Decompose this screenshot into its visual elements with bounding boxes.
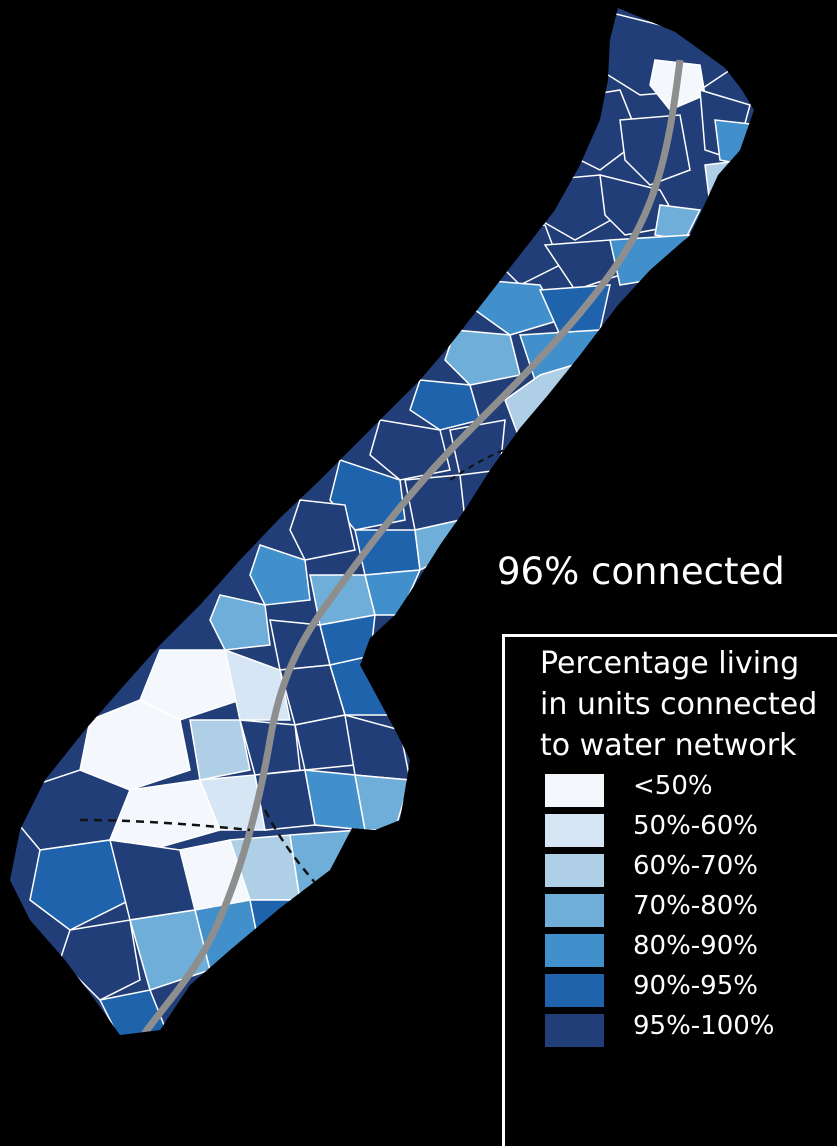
region-polygon	[409, 379, 481, 431]
boundary-dash-line	[79, 818, 251, 832]
legend-label: <50%	[633, 771, 713, 801]
legend-swatch	[545, 774, 604, 807]
legend-label: 80%-90%	[633, 931, 758, 961]
headline-stat: 96% connected	[497, 550, 785, 593]
legend-title: Percentage living in units connected to …	[540, 643, 817, 766]
region-polygon	[289, 499, 356, 561]
legend-label: 90%-95%	[633, 971, 758, 1001]
region-polygon	[444, 329, 521, 386]
legend-title-line: Percentage living	[540, 646, 800, 681]
region-polygon	[223, 648, 291, 721]
legend-swatch	[545, 854, 604, 887]
region-polygon	[354, 774, 411, 831]
legend-swatch	[545, 814, 604, 847]
region-polygon	[364, 569, 422, 616]
region-polygon	[449, 419, 506, 476]
map-legend: Percentage living in units connected to …	[502, 634, 837, 1146]
legend-label: 70%-80%	[633, 891, 758, 921]
region-polygon	[329, 459, 406, 531]
boundary-dash-line	[263, 809, 361, 931]
legend-label: 60%-70%	[633, 851, 758, 881]
legend-title-line: in units connected	[540, 687, 818, 722]
main-road	[137, 59, 684, 1035]
legend-swatch	[545, 894, 604, 927]
legend-label: 95%-100%	[633, 1011, 775, 1041]
region-polygon	[189, 719, 251, 781]
region-polygon	[59, 919, 141, 1001]
legend-swatch	[545, 934, 604, 967]
legend-label: 50%-60%	[633, 811, 758, 841]
region-polygon	[704, 159, 747, 207]
region-polygon	[139, 649, 241, 721]
region-polygon	[344, 713, 411, 781]
boundary-dash-line	[449, 444, 521, 481]
region-polygon	[714, 119, 754, 166]
region-polygon	[29, 839, 131, 931]
region-polygon	[654, 204, 702, 241]
legend-swatch	[545, 1014, 604, 1047]
region-polygon	[249, 544, 311, 606]
region-polygon	[209, 594, 271, 651]
legend-swatch	[545, 974, 604, 1007]
legend-title-line: to water network	[540, 728, 797, 763]
region-polygon	[108, 779, 222, 851]
region-polygon	[289, 829, 361, 901]
region-polygon	[249, 899, 301, 951]
